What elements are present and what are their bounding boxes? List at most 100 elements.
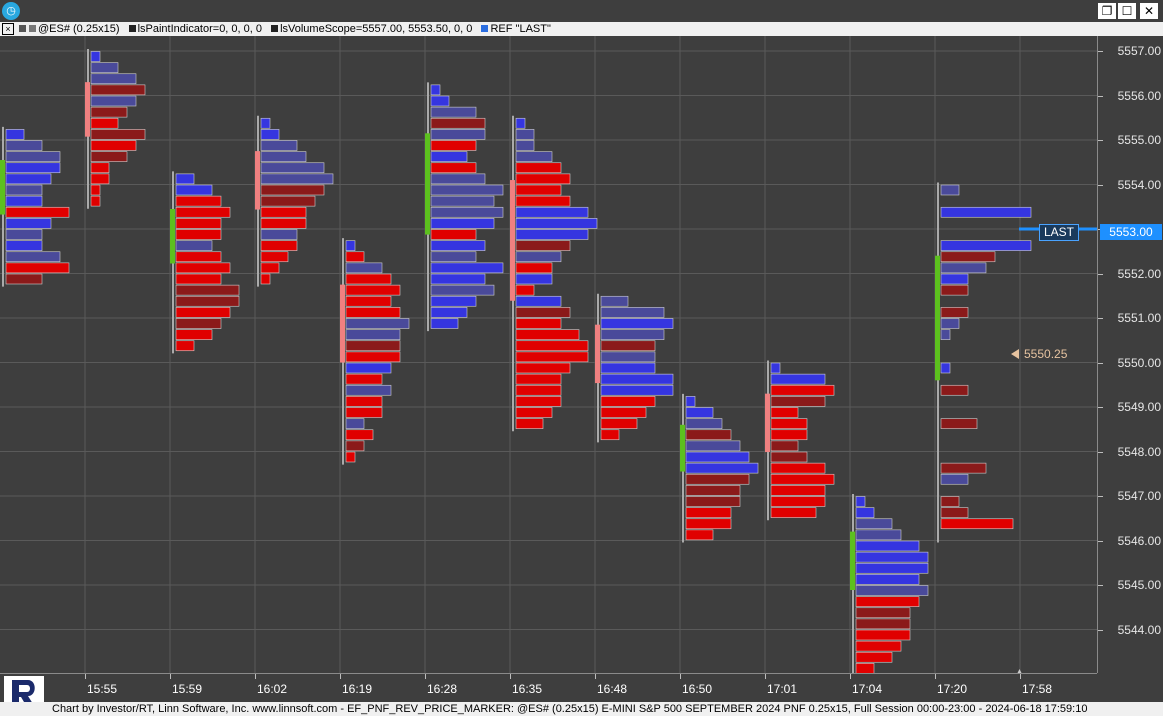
volume-profile-bar	[175, 284, 240, 296]
volume-profile-bar	[855, 663, 875, 673]
volume-profile-bar	[940, 307, 969, 318]
volume-profile-bar	[345, 307, 401, 318]
volume-profile-bar	[175, 273, 222, 285]
volume-profile-bar	[260, 184, 325, 196]
reversal-marker	[935, 255, 940, 381]
volume-profile-bar	[90, 73, 137, 85]
volume-profile-bar	[855, 651, 893, 663]
volume-profile-bar	[600, 429, 620, 441]
volume-profile-bar	[5, 229, 43, 240]
volume-profile-bar	[430, 117, 486, 129]
close-chart-icon[interactable]: ×	[2, 23, 14, 35]
reversal-marker	[255, 151, 260, 210]
volume-profile-bar	[855, 618, 911, 630]
volume-profile-bar	[685, 451, 750, 463]
price-tick-mark	[1098, 496, 1103, 497]
volume-profile-bar	[430, 140, 477, 151]
volume-profile-bar	[430, 151, 468, 162]
price-tick-label: 5544.00	[1117, 622, 1161, 637]
volume-profile-bar	[600, 396, 656, 407]
time-tick-label: 16:35	[511, 682, 543, 696]
volume-profile-bar	[430, 106, 477, 118]
reversal-marker	[595, 324, 600, 384]
time-tick-mark	[680, 674, 681, 679]
volume-profile-bar	[515, 229, 589, 240]
volume-profile-bar	[515, 162, 562, 174]
ref-label[interactable]: REF "LAST"	[490, 23, 551, 35]
price-tick-mark	[1098, 318, 1103, 319]
maximize-icon[interactable]: ☐	[1118, 3, 1136, 19]
price-tick-label: 5549.00	[1117, 400, 1161, 414]
volume-profile-bar	[345, 451, 356, 463]
volume-profile-bar	[855, 507, 875, 518]
volume-profile-bar	[5, 162, 61, 174]
volume-profile-bar	[90, 184, 101, 196]
price-tick-label: 5545.00	[1117, 578, 1161, 592]
volume-profile-bar	[260, 195, 316, 207]
volume-profile-bar	[940, 318, 960, 329]
volume-profile-bar	[855, 518, 893, 530]
volume-profile-bar	[770, 507, 817, 518]
volume-profile-bar	[600, 307, 665, 318]
price-tick-label: 5557.00	[1117, 44, 1161, 58]
volume-profile-bar	[515, 362, 571, 374]
volume-profile-bar	[600, 295, 629, 307]
volume-profile-bar	[770, 496, 826, 507]
volume-profile-bar	[940, 251, 996, 263]
volume-profile-bar	[90, 51, 101, 62]
volume-profile-bar	[345, 362, 392, 374]
volume-profile-bar	[940, 496, 960, 507]
volume-profile-bar	[940, 362, 951, 374]
time-tick-mark	[85, 674, 86, 679]
ref-marker-arrow-icon	[1011, 349, 1019, 359]
volume-profile-bar	[175, 240, 213, 251]
volume-profile-bar	[345, 273, 392, 285]
volume-profile-bar	[515, 329, 580, 340]
reversal-marker	[340, 284, 345, 363]
time-tick-mark	[425, 674, 426, 679]
volume-profile-bar	[430, 184, 504, 196]
volume-profile-bar	[175, 295, 240, 307]
volume-profile-bar	[770, 451, 808, 463]
price-axis[interactable]: 5557.00 5556.00 5555.00 5554.00 5553.00 5552.…	[1097, 36, 1163, 673]
symbol-label[interactable]: @ES# (0.25x15)	[38, 23, 120, 35]
app-icon[interactable]: ◷	[2, 2, 20, 20]
volume-profile-bar	[515, 318, 562, 329]
volume-profile-bar	[175, 340, 195, 352]
volume-profile-bar	[855, 551, 929, 563]
volume-profile-bar	[430, 218, 495, 229]
reversal-marker	[510, 180, 515, 301]
restore-icon[interactable]: ❐	[1098, 3, 1116, 19]
volume-profile-bar	[90, 106, 128, 118]
time-tick-mark	[765, 674, 766, 679]
price-tick-mark	[1098, 407, 1103, 408]
volume-profile-bar	[515, 117, 526, 129]
volume-profile-bar	[855, 574, 920, 585]
volume-profile-bar	[430, 295, 477, 307]
series-color-icon[interactable]	[29, 25, 36, 32]
chart-settings-icon[interactable]	[19, 25, 26, 32]
paint-indicator-label[interactable]: lsPaintIndicator=0, 0, 0, 0	[137, 23, 262, 35]
volume-profile-bar	[685, 485, 741, 496]
close-icon[interactable]: ✕	[1140, 3, 1158, 19]
price-tick-mark	[1098, 95, 1103, 97]
volume-profile-bar	[515, 373, 562, 385]
time-tick-label: 17:01	[766, 682, 798, 696]
volume-profile-bar	[940, 273, 969, 285]
volume-scope-label[interactable]: lsVolumeScope=5557.00, 5553.50, 0, 0	[280, 23, 473, 35]
reversal-marker	[425, 133, 430, 235]
time-axis[interactable]: 15:55 15:59 16:02 16:19 16:28 16:35 16:48 16:50…	[0, 673, 1097, 702]
volume-profile-bar	[430, 84, 441, 96]
volume-profile-bar	[90, 162, 110, 174]
price-tick-label: 5555.00	[1117, 133, 1161, 147]
volume-profile-bar	[855, 585, 929, 596]
price-tick-mark	[1098, 451, 1103, 453]
price-tick-mark	[1098, 585, 1103, 586]
volume-profile-bar	[260, 229, 298, 240]
chart-plot-area[interactable]	[0, 36, 1097, 673]
volume-profile-bar	[685, 518, 732, 530]
volume-profile-bar	[345, 284, 401, 296]
price-tick-label: 5554.00	[1117, 177, 1161, 192]
time-tick-mark	[850, 674, 851, 679]
volume-profile-bar	[5, 140, 43, 151]
